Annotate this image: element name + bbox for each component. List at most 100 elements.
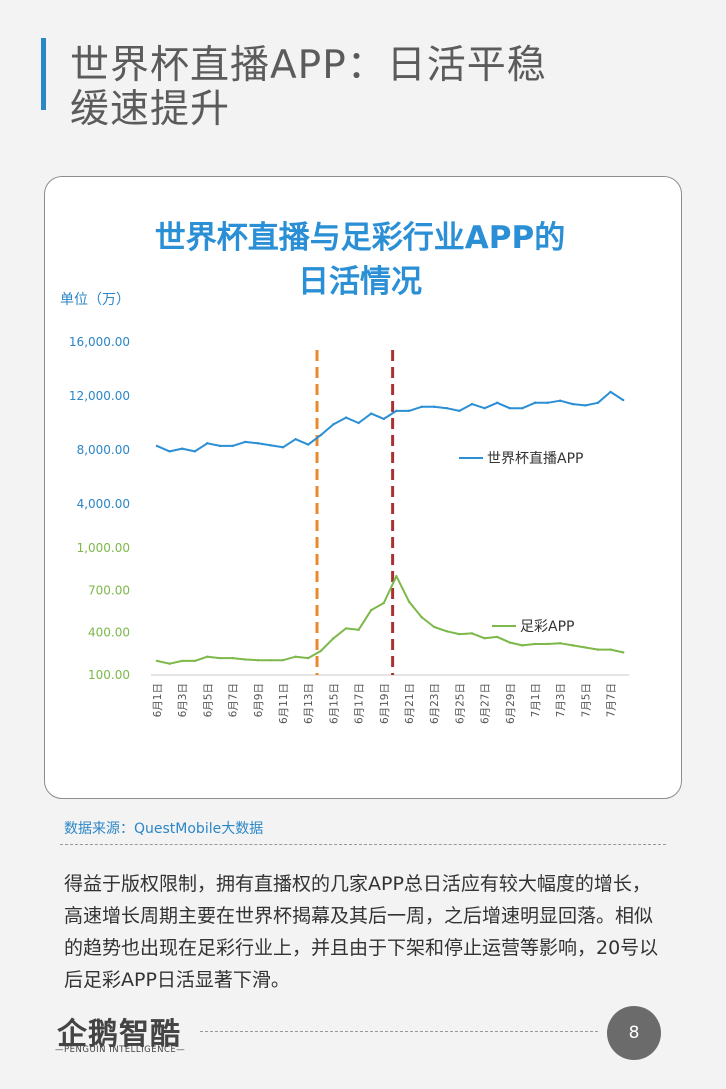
data-point: [533, 401, 537, 404]
data-point: [319, 433, 322, 437]
data-point: [218, 444, 222, 448]
x-tick-label: 6月3日: [177, 683, 189, 717]
series-line: [156, 575, 624, 665]
data-point: [508, 641, 511, 644]
data-point: [307, 656, 310, 660]
data-point: [206, 442, 209, 445]
data-point: [231, 444, 234, 448]
data-point: [244, 658, 247, 661]
x-tick-label: 6月19日: [379, 683, 391, 724]
chart-card: [44, 176, 682, 799]
data-point: [571, 644, 574, 647]
data-point: [433, 405, 436, 408]
data-point: [596, 648, 600, 651]
data-point: [307, 443, 310, 446]
data-point: [357, 421, 360, 425]
x-tick-label: 6月25日: [454, 683, 466, 724]
series-line: [156, 390, 624, 453]
data-point: [458, 632, 461, 636]
x-tick-label: 6月11日: [278, 683, 290, 724]
data-point: [609, 648, 612, 651]
page-title-line1: 世界杯直播APP：日活平稳: [70, 43, 547, 88]
data-point: [332, 423, 335, 426]
data-point: [256, 658, 259, 662]
lower-y-tick-label: 400.00: [88, 626, 130, 640]
x-tick-label: 6月27日: [480, 683, 492, 724]
chart-title: 世界杯直播与足彩行业APP的 日活情况: [60, 216, 660, 304]
unit-label: 单位（万）: [60, 292, 130, 308]
data-point: [584, 646, 587, 649]
lower-y-tick-label: 1,000.00: [77, 541, 130, 555]
penguin-intelligence-logo: 企鹅智酷 —PENGUIN INTELLIGENCE—: [55, 1005, 185, 1061]
data-point: [269, 444, 272, 447]
data-point: [155, 659, 159, 663]
upper-y-tick-label: 8,000.00: [77, 443, 130, 457]
data-point: [193, 450, 196, 453]
data-point: [395, 409, 398, 413]
legend-label: 足彩APP: [520, 619, 574, 635]
data-point: [218, 656, 222, 660]
data-point: [533, 642, 537, 646]
data-point: [244, 440, 247, 444]
data-point: [496, 635, 499, 639]
data-point: [395, 575, 398, 578]
data-point: [546, 642, 549, 646]
data-point: [370, 412, 373, 415]
page-title: 世界杯直播APP：日活平稳 缓速提升: [70, 44, 670, 132]
data-point: [508, 406, 511, 410]
upper-y-tick-label: 12,000.00: [69, 389, 130, 403]
data-point: [281, 658, 285, 662]
data-point: [344, 416, 348, 419]
data-point: [168, 662, 171, 665]
data-point: [470, 402, 474, 406]
x-tick-label: 6月13日: [303, 683, 315, 724]
x-tick-label: 7月5日: [580, 683, 592, 717]
logo-chinese: 企鹅智酷: [57, 1017, 181, 1052]
data-point: [420, 405, 423, 408]
data-point: [483, 637, 486, 640]
legend-label: 世界杯直播APP: [487, 450, 583, 467]
data-point: [622, 651, 625, 654]
footer-divider: [200, 1031, 598, 1032]
data-source: 数据来源：QuestMobile大数据: [64, 821, 264, 837]
x-tick-label: 6月29日: [505, 683, 517, 724]
x-tick-label: 6月17日: [354, 683, 366, 724]
page-title-line2: 缓速提升: [70, 87, 231, 132]
data-point: [546, 401, 549, 404]
x-tick-label: 7月3日: [555, 683, 567, 717]
data-point: [521, 644, 524, 647]
data-point: [596, 401, 600, 404]
data-point: [571, 402, 574, 406]
title-accent-bar: [41, 38, 46, 110]
x-tick-label: 7月1日: [530, 683, 542, 717]
chart-title-line2: 日活情况: [298, 264, 422, 300]
x-tick-label: 6月21日: [404, 683, 416, 724]
data-point: [344, 627, 348, 630]
data-point: [445, 630, 448, 633]
x-tick-label: 6月9日: [253, 683, 265, 717]
line-chart: 4,000.00 8,000.00 12,000.00 16,000.00 100.00…: [69, 335, 630, 724]
x-tick-label: 6月5日: [202, 683, 214, 717]
x-tick-label: 6月15日: [328, 683, 340, 724]
upper-y-tick-label: 4,000.00: [77, 497, 130, 511]
chart-title-line1: 世界杯直播与足彩行业APP的: [154, 220, 566, 256]
data-point: [433, 625, 436, 629]
data-point: [155, 444, 159, 448]
data-point: [256, 442, 259, 445]
x-tick-label: 6月7日: [228, 683, 240, 717]
data-point: [496, 401, 499, 404]
upper-y-tick-label: 16,000.00: [69, 335, 130, 349]
x-tick-label: 6月1日: [152, 683, 164, 717]
data-point: [483, 406, 486, 410]
data-point: [181, 447, 184, 450]
data-point: [168, 450, 171, 453]
data-point: [294, 438, 297, 441]
logo-english: —PENGUIN INTELLIGENCE—: [55, 1045, 186, 1055]
data-point: [281, 446, 285, 449]
data-point: [559, 642, 562, 645]
data-point: [231, 656, 234, 660]
data-point: [521, 406, 524, 410]
body-paragraph: 得益于版权限制，拥有直播权的几家APP总日活应有较大幅度的增长，高速增长周期主要…: [64, 873, 659, 991]
data-point: [294, 655, 297, 658]
data-point: [382, 601, 385, 605]
